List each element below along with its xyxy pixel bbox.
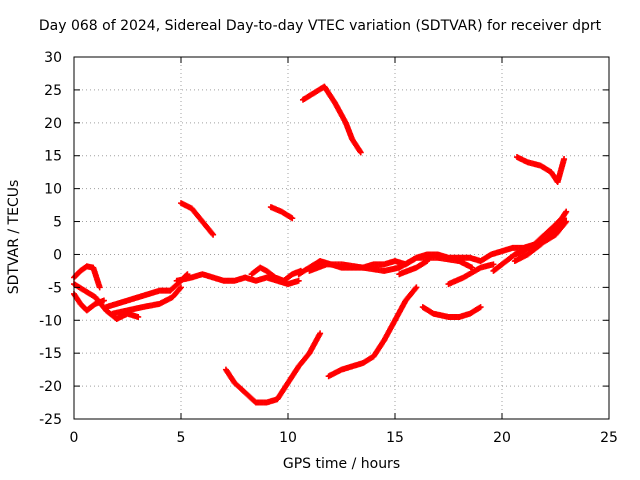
data-series <box>299 83 364 156</box>
data-point <box>357 149 364 156</box>
grid-lines <box>74 57 609 419</box>
data-point <box>563 208 570 215</box>
x-tick-label: 0 <box>70 430 79 446</box>
data-point <box>412 285 419 292</box>
data-series <box>445 261 497 288</box>
data-point <box>289 215 296 222</box>
data-point <box>477 304 484 311</box>
data-series <box>306 254 476 274</box>
data-point <box>295 277 302 284</box>
data-point <box>413 284 420 291</box>
y-tick-label: -15 <box>39 346 62 362</box>
data-point <box>135 313 142 320</box>
data-series <box>267 204 296 222</box>
y-tick-label: -10 <box>39 313 62 329</box>
data-series <box>109 284 184 317</box>
y-tick-label: 5 <box>53 215 62 231</box>
data-series <box>173 271 302 288</box>
y-axis-label: SDTVAR / TECUs <box>6 179 22 295</box>
data-point <box>100 297 107 304</box>
data-point <box>209 230 216 237</box>
x-tick-label: 15 <box>386 430 404 446</box>
data-series <box>71 263 103 291</box>
data-point <box>178 284 184 291</box>
x-axis-label: GPS time / hours <box>282 456 401 472</box>
data-point <box>560 216 567 223</box>
x-tick-label: 10 <box>279 430 297 446</box>
data-point <box>177 285 184 292</box>
x-tick-label: 20 <box>493 430 511 446</box>
data-point <box>424 258 431 265</box>
data-series <box>222 330 324 406</box>
data-series <box>396 258 431 278</box>
plot-frame <box>73 56 610 420</box>
data-point <box>561 215 568 222</box>
y-tick-label: 30 <box>44 50 62 66</box>
tick-labels: 0 5 10 15 20 25 -25 -20 -15 -10 -5 0 5 10 15 20 25 30 <box>39 50 618 446</box>
data-series <box>513 154 568 186</box>
data-series <box>178 200 217 238</box>
y-tick-label: 15 <box>44 149 62 165</box>
data-point <box>561 156 568 163</box>
data-series <box>248 264 304 284</box>
y-tick-label: 10 <box>44 182 62 198</box>
data-point <box>317 330 324 337</box>
x-tick-label: 5 <box>177 430 186 446</box>
data-point <box>210 231 217 238</box>
y-tick-label: -25 <box>39 412 62 428</box>
data-point <box>96 284 103 291</box>
y-tick-label: 20 <box>44 116 62 132</box>
data-series <box>325 284 420 380</box>
data-point <box>490 261 497 268</box>
data-series <box>419 304 484 320</box>
y-tick-label: 0 <box>53 247 62 263</box>
data-series <box>511 215 568 265</box>
y-tick-label: -5 <box>48 280 62 296</box>
chart-title: Day 068 of 2024, Sidereal Day-to-day VTE… <box>38 18 602 34</box>
y-tick-label: 25 <box>44 83 62 99</box>
data-points <box>71 83 570 406</box>
x-tick-label: 25 <box>600 430 618 446</box>
plot-border <box>73 56 610 420</box>
y-tick-label: -20 <box>39 379 62 395</box>
